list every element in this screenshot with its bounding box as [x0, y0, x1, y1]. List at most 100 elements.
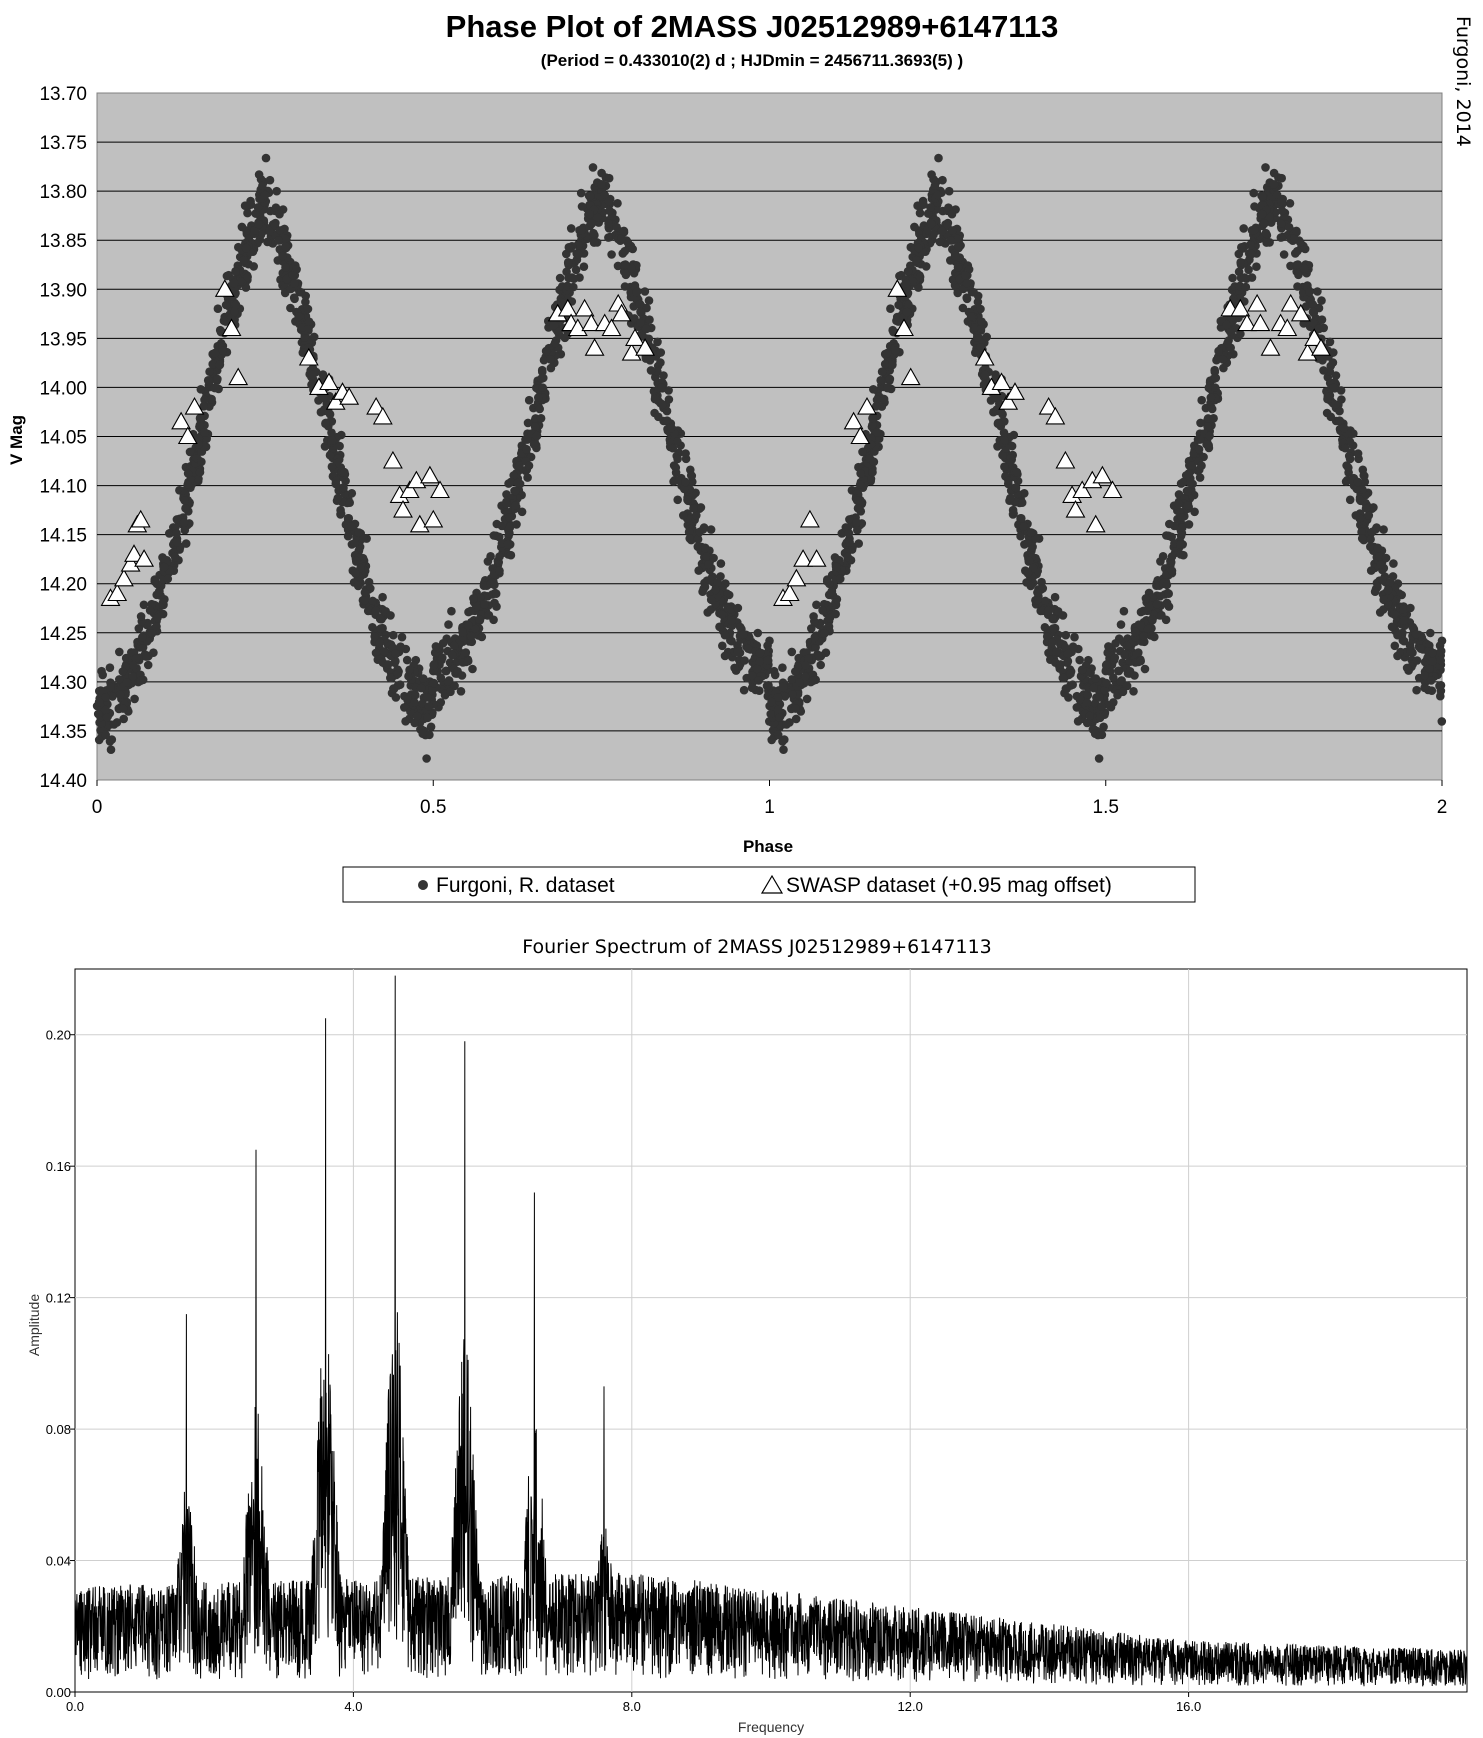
furgoni-point: [715, 622, 724, 632]
furgoni-point: [1345, 437, 1355, 447]
furgoni-point: [523, 435, 532, 444]
y-tick-label: 0.16: [46, 1159, 71, 1174]
furgoni-point: [412, 711, 422, 721]
furgoni-point: [1222, 320, 1231, 330]
furgoni-point: [718, 641, 727, 651]
furgoni-point: [604, 173, 614, 183]
furgoni-point: [812, 600, 821, 610]
furgoni-point: [992, 393, 1001, 402]
furgoni-point: [281, 242, 290, 251]
y-tick-label: 14.35: [39, 722, 87, 743]
furgoni-point: [386, 673, 395, 683]
furgoni-point: [1426, 628, 1435, 638]
furgoni-point: [567, 273, 577, 282]
furgoni-point: [524, 461, 534, 471]
furgoni-point: [539, 373, 548, 383]
swasp-point: [1038, 396, 1059, 415]
furgoni-point: [1026, 528, 1036, 537]
furgoni-point: [506, 550, 516, 560]
furgoni-point: [976, 304, 985, 314]
furgoni-point: [1181, 471, 1191, 480]
furgoni-point: [770, 670, 780, 680]
furgoni-point: [1077, 665, 1087, 675]
furgoni-point: [1228, 273, 1237, 283]
furgoni-point: [1022, 538, 1032, 548]
furgoni-point: [1289, 233, 1299, 243]
swasp-point: [1247, 293, 1268, 312]
furgoni-point: [706, 525, 716, 534]
furgoni-point: [681, 449, 690, 458]
furgoni-point: [891, 346, 900, 356]
furgoni-point: [261, 153, 271, 163]
furgoni-point: [1095, 693, 1104, 702]
furgoni-point: [1184, 520, 1194, 529]
furgoni-point: [739, 685, 749, 695]
furgoni-point: [1249, 188, 1258, 198]
furgoni-point: [915, 208, 925, 218]
furgoni-point: [585, 209, 594, 219]
furgoni-point: [122, 678, 132, 687]
furgoni-point: [243, 272, 252, 282]
furgoni-point: [1167, 552, 1177, 561]
swasp-point: [584, 338, 605, 356]
furgoni-point: [612, 222, 621, 232]
furgoni-point: [869, 457, 879, 467]
furgoni-point: [1369, 503, 1378, 512]
furgoni-point: [304, 323, 313, 333]
furgoni-point: [327, 428, 336, 438]
phase-plot-legend: Furgoni, R. dataset SWASP dataset (+0.95…: [342, 866, 1196, 903]
furgoni-point: [203, 376, 213, 385]
furgoni-point: [425, 730, 434, 740]
furgoni-point: [492, 519, 502, 529]
furgoni-point: [241, 283, 251, 292]
swasp-dataset-points: [100, 279, 1331, 606]
furgoni-point: [902, 278, 911, 288]
furgoni-point: [662, 416, 672, 426]
furgoni-point: [1072, 703, 1082, 712]
furgoni-point: [753, 628, 763, 638]
swasp-point: [1102, 480, 1123, 499]
furgoni-point: [208, 359, 217, 369]
furgoni-point: [1075, 655, 1084, 665]
furgoni-point: [933, 190, 942, 200]
furgoni-point: [154, 588, 164, 597]
furgoni-point: [733, 603, 743, 613]
swasp-point: [601, 318, 622, 337]
furgoni-point: [1176, 540, 1185, 549]
swasp-point: [382, 450, 403, 469]
furgoni-point: [1258, 191, 1267, 201]
furgoni-point: [1375, 552, 1384, 561]
swasp-point: [574, 298, 595, 317]
fourier-plot-area: [74, 968, 1468, 1693]
furgoni-point: [1328, 358, 1338, 367]
furgoni-point: [778, 663, 787, 672]
furgoni-point: [636, 318, 645, 328]
furgoni-point: [953, 234, 962, 244]
furgoni-point: [118, 667, 128, 676]
furgoni-point: [791, 704, 800, 713]
furgoni-point: [845, 515, 854, 524]
furgoni-point: [207, 394, 216, 404]
furgoni-point: [1357, 527, 1366, 537]
furgoni-point: [853, 525, 862, 535]
furgoni-point: [642, 324, 651, 334]
furgoni-point: [685, 534, 694, 543]
swasp-point: [319, 372, 339, 391]
furgoni-point: [172, 529, 181, 538]
furgoni-point: [102, 713, 112, 722]
furgoni-point: [1097, 730, 1107, 740]
furgoni-point: [872, 428, 882, 437]
furgoni-point: [1104, 642, 1113, 651]
furgoni-point: [1017, 498, 1027, 508]
furgoni-point: [327, 462, 337, 472]
furgoni-point: [571, 265, 581, 275]
furgoni-point: [1284, 222, 1294, 232]
furgoni-point: [914, 243, 923, 253]
furgoni-point: [464, 620, 473, 630]
furgoni-point: [1308, 307, 1318, 317]
furgoni-point: [541, 346, 551, 356]
furgoni-point: [237, 222, 247, 232]
furgoni-point: [1068, 642, 1078, 651]
furgoni-point: [477, 632, 487, 642]
furgoni-point: [136, 612, 146, 621]
